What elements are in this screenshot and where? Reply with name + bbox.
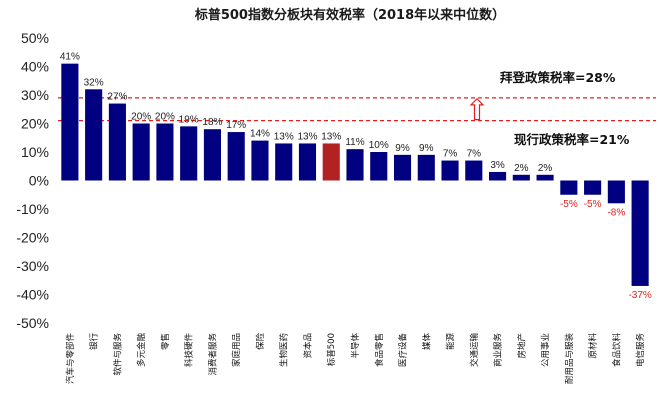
x-tick-label-6: 消费者服务 xyxy=(207,333,218,376)
value-labels: 41%32%27%20% 20% 19% 18% 17%14% 13% 13% 13%11% 1… xyxy=(60,52,652,301)
value-label-8: 14% xyxy=(250,129,270,140)
value-label-1: 32% xyxy=(84,77,104,88)
value-label-14: 9% xyxy=(395,143,410,154)
x-tick-label-7: 家庭用品 xyxy=(231,333,242,367)
bar-12 xyxy=(346,149,364,181)
value-label-15: 9% xyxy=(419,143,434,154)
bar-23 xyxy=(607,180,625,204)
bar-8 xyxy=(251,140,269,181)
y-tick-label: -50% xyxy=(16,315,49,331)
bar-5 xyxy=(180,126,198,181)
value-label-4: 20% xyxy=(155,112,175,123)
value-label-5: 19% xyxy=(179,114,199,125)
x-axis-labels: 汽车与零部件 银行 软件与服务 多元金融 零售 科技硬件 消费者服务 家庭用品 保险 生物医药 资本… xyxy=(65,333,646,385)
bar-10 xyxy=(298,143,317,181)
bar-14 xyxy=(393,154,412,181)
x-tick-label-5: 科技硬件 xyxy=(184,333,195,368)
x-tick-label-8: 保险 xyxy=(255,333,266,351)
value-label-19: 2% xyxy=(514,163,529,174)
y-tick-label: 20% xyxy=(21,116,49,132)
value-label-24: -37% xyxy=(628,290,651,301)
x-tick-label-21: 耐用品与服装 xyxy=(564,333,575,385)
y-tick-label: -30% xyxy=(16,258,49,274)
bar-6 xyxy=(203,129,221,181)
biden-policy-rate-label: 拜登政策税率=28% xyxy=(500,70,616,85)
x-tick-label-18: 商业服务 xyxy=(493,333,504,368)
bar-18 xyxy=(489,171,507,181)
x-tick-label-16: 能源 xyxy=(445,333,456,351)
bar-4 xyxy=(156,123,174,181)
x-tick-label-15: 媒体 xyxy=(421,333,432,351)
value-label-9: 13% xyxy=(274,131,294,142)
value-label-12: 11% xyxy=(345,137,364,148)
bar-17 xyxy=(465,160,483,181)
value-label-22: -5% xyxy=(584,199,602,210)
x-tick-label-13: 食品零售 xyxy=(374,333,385,367)
x-tick-label-23: 食品饮料 xyxy=(611,333,622,368)
bar-1 xyxy=(85,89,103,181)
bar-19 xyxy=(512,174,530,181)
chart-title: 标普500指数分板块有效税率（2018年以来中位数） xyxy=(194,7,505,23)
value-label-20: 2% xyxy=(538,163,553,174)
value-label-7: 17% xyxy=(226,120,246,131)
value-label-23: -8% xyxy=(607,207,625,218)
bar-13 xyxy=(370,152,388,181)
bar-3 xyxy=(132,123,150,181)
value-label-16: 7% xyxy=(443,149,458,160)
bar-20 xyxy=(536,174,554,181)
x-tick-label-20: 公用事业 xyxy=(540,333,551,367)
value-label-3: 20% xyxy=(131,112,151,123)
y-tick-label: 30% xyxy=(21,87,49,103)
x-tick-label-9: 生物医药 xyxy=(279,333,290,367)
bar-0 xyxy=(61,63,79,181)
bar-15 xyxy=(417,154,435,181)
y-tick-label: 10% xyxy=(21,144,49,160)
x-tick-label-12: 半导体 xyxy=(350,333,361,359)
y-tick-label: 40% xyxy=(21,59,49,75)
x-tick-label-2: 软件与服务 xyxy=(112,333,123,376)
annotations: 拜登政策税率=28% 现行政策税率=21% xyxy=(469,70,630,147)
y-axis: 50% 40% 30% 20% 10% 0% -10% -20% -30% -40% -50% xyxy=(16,30,49,331)
bar-21 xyxy=(560,180,578,195)
bar-7 xyxy=(227,132,245,181)
x-tick-label-22: 原材料 xyxy=(588,333,599,359)
bar-24 xyxy=(631,180,649,286)
value-label-17: 7% xyxy=(467,149,482,160)
x-tick-label-10: 资本品 xyxy=(302,333,313,359)
y-tick-label: 0% xyxy=(29,173,49,189)
reference-lines xyxy=(58,97,656,122)
up-arrow-icon xyxy=(469,98,485,121)
x-tick-label-24: 电信服务 xyxy=(635,333,646,368)
x-tick-label-1: 银行 xyxy=(89,333,100,351)
bar-22 xyxy=(584,180,602,195)
value-label-21: -5% xyxy=(560,199,578,210)
x-tick-label-14: 医疗设备 xyxy=(398,333,409,368)
y-tick-label: -20% xyxy=(16,230,49,246)
value-label-2: 27% xyxy=(107,92,127,103)
value-label-13: 10% xyxy=(369,140,389,151)
x-tick-label-4: 零售 xyxy=(160,333,171,350)
value-label-0: 41% xyxy=(60,52,80,63)
bar-16 xyxy=(441,160,459,181)
value-label-18: 3% xyxy=(490,160,505,171)
bar-9 xyxy=(275,143,293,181)
value-label-11: 13% xyxy=(321,131,341,142)
x-tick-label-19: 房地产 xyxy=(516,333,527,359)
value-label-6: 18% xyxy=(202,117,222,128)
y-tick-label: -10% xyxy=(16,201,49,217)
y-tick-label: -40% xyxy=(16,287,49,303)
x-tick-label-17: 交通运输 xyxy=(469,333,480,368)
bar-2 xyxy=(108,103,126,181)
x-tick-label-11: 标普500 xyxy=(326,333,337,366)
current-policy-rate-label: 现行政策税率=21% xyxy=(514,132,630,147)
bar-11 xyxy=(322,143,340,181)
y-tick-label: 50% xyxy=(21,30,49,46)
x-tick-label-0: 汽车与零部件 xyxy=(65,333,76,385)
x-tick-label-3: 多元金融 xyxy=(136,333,147,368)
value-label-10: 13% xyxy=(297,131,317,142)
bars xyxy=(61,63,649,286)
